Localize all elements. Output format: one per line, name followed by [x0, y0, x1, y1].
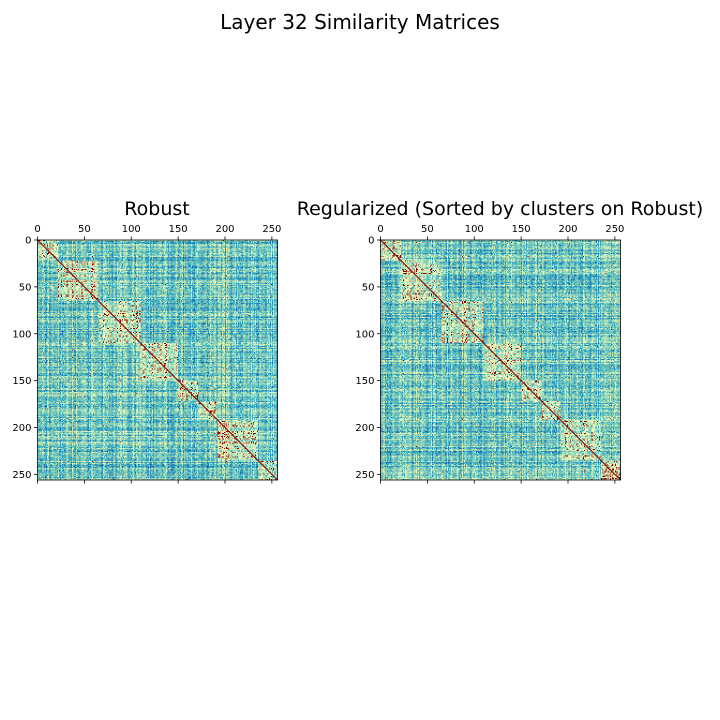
axes-frame — [37, 239, 278, 481]
axes-frame — [380, 239, 621, 481]
figure-title: Layer 32 Similarity Matrices — [220, 10, 500, 34]
x-tick-label: 250 — [605, 224, 624, 235]
heatmap-diagonal — [37, 239, 278, 481]
y-tick-label: 100 — [12, 329, 31, 340]
x-tick-label: 200 — [215, 224, 234, 235]
x-tick-label: 100 — [122, 224, 141, 235]
y-tick-label: 50 — [362, 282, 375, 293]
x-tick-label: 200 — [558, 224, 577, 235]
y-tick-label: 0 — [25, 236, 31, 247]
x-tick-label: 50 — [78, 224, 91, 235]
heatmap-panel-regularized: Regularized (Sorted by clusters on Robus… — [297, 198, 704, 484]
x-tick-label: 100 — [465, 224, 484, 235]
y-tick-label: 250 — [12, 470, 31, 481]
y-tick-label: 100 — [355, 329, 374, 340]
panel-title: Regularized (Sorted by clusters on Robus… — [297, 198, 704, 220]
heatmap-diagonal — [380, 239, 621, 481]
y-tick-label: 150 — [12, 376, 31, 387]
y-tick-label: 200 — [355, 423, 374, 434]
x-tick-label: 0 — [377, 224, 383, 235]
y-tick-label: 0 — [368, 236, 374, 247]
x-tick-label: 50 — [421, 224, 434, 235]
y-tick-label: 250 — [355, 470, 374, 481]
x-tick-label: 250 — [262, 224, 281, 235]
y-tick-label: 150 — [355, 376, 374, 387]
x-tick-label: 0 — [34, 224, 40, 235]
y-tick-label: 200 — [12, 423, 31, 434]
x-tick-label: 150 — [512, 224, 531, 235]
y-tick-label: 50 — [19, 282, 32, 293]
heatmap-panel-robust: Robust 0 50 100 150 200 250 0 50 100 150 200 250 — [12, 198, 281, 484]
x-tick-label: 150 — [169, 224, 188, 235]
panel-title: Robust — [124, 198, 189, 220]
